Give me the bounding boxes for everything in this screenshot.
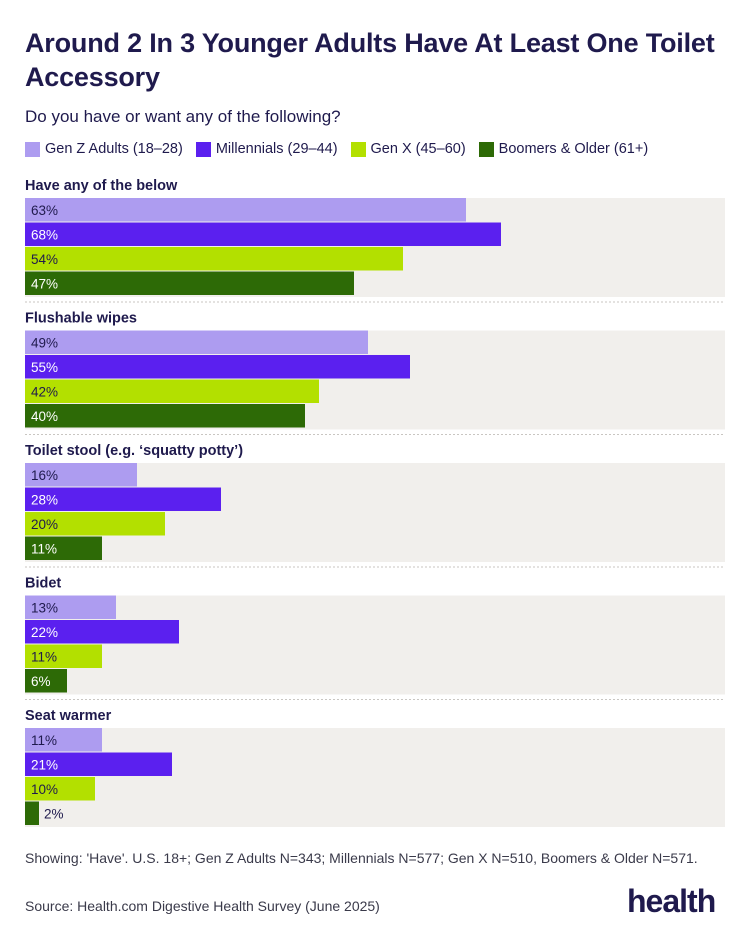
legend-label-gen-z: Gen Z Adults (18–28) xyxy=(45,141,183,157)
bar xyxy=(25,355,410,379)
bar-value-label: 42% xyxy=(31,384,58,399)
bar xyxy=(25,487,221,511)
bar-value-label: 11% xyxy=(31,649,57,664)
bar-value-label: 47% xyxy=(31,276,58,291)
bar xyxy=(25,777,95,801)
bar xyxy=(25,512,165,536)
bar-value-label: 28% xyxy=(31,492,58,507)
bar xyxy=(25,404,305,428)
legend-swatch-gen-x xyxy=(350,141,366,157)
footnote: Showing: 'Have'. U.S. 18+; Gen Z Adults … xyxy=(25,850,698,866)
source-note: Source: Health.com Digestive Health Surv… xyxy=(25,898,380,914)
bar xyxy=(25,247,403,271)
bar xyxy=(25,752,172,776)
bar-value-label: 68% xyxy=(31,227,58,242)
legend-swatch-millennials xyxy=(195,141,211,157)
category-track xyxy=(25,595,725,695)
legend-item-millennials: Millennials (29–44) xyxy=(195,141,338,157)
bar-value-label: 49% xyxy=(31,335,58,350)
bar-value-label: 11% xyxy=(31,541,57,556)
category-track xyxy=(25,728,725,827)
bar-value-label: 21% xyxy=(31,757,58,772)
legend: Gen Z Adults (18–28) Millennials (29–44)… xyxy=(25,141,661,157)
bar xyxy=(25,595,116,619)
bar-value-label: 13% xyxy=(31,600,58,615)
bar-value-label: 20% xyxy=(31,517,58,532)
legend-item-gen-x: Gen X (45–60) xyxy=(350,141,466,157)
chart-subtitle: Do you have or want any of the following… xyxy=(25,107,341,126)
bar xyxy=(25,669,67,693)
bar-value-label: 11% xyxy=(31,733,57,748)
bar xyxy=(25,536,102,560)
legend-swatch-gen-z xyxy=(25,141,40,157)
bar-value-label: 54% xyxy=(31,252,58,267)
category-label: Flushable wipes xyxy=(25,311,137,327)
bar xyxy=(25,379,319,403)
bar xyxy=(25,198,466,222)
bar-value-label: 10% xyxy=(31,782,58,797)
bar xyxy=(25,222,501,246)
bar xyxy=(25,271,354,295)
bar-value-label: 6% xyxy=(31,674,51,689)
legend-label-gen-x: Gen X (45–60) xyxy=(370,141,466,157)
bar-chart: Have any of the below 63% 68% 54% 47% Flushab… xyxy=(25,178,725,827)
bar xyxy=(25,644,102,668)
bar xyxy=(25,620,179,644)
bar xyxy=(25,801,39,825)
category-label: Bidet xyxy=(25,576,61,592)
legend-label-boomers: Boomers & Older (61+) xyxy=(498,141,649,157)
bar-value-label: 16% xyxy=(31,468,58,483)
chart-title: Around 2 In 3 Younger Adults Have At Lea… xyxy=(25,28,715,92)
bar xyxy=(25,728,102,752)
bar-value-label: 22% xyxy=(31,625,58,640)
health-logo: health xyxy=(627,883,716,919)
category-label: Seat warmer xyxy=(25,708,112,724)
bar-value-label: 55% xyxy=(31,360,58,375)
legend-item-gen-z: Gen Z Adults (18–28) xyxy=(25,141,183,157)
bar xyxy=(25,330,368,354)
category-label: Have any of the below xyxy=(25,178,178,194)
bar xyxy=(25,463,137,487)
legend-item-boomers: Boomers & Older (61+) xyxy=(478,141,649,157)
category-label: Toilet stool (e.g. ‘squatty potty’) xyxy=(25,443,243,459)
bar-value-label: 2% xyxy=(44,806,64,821)
legend-label-millennials: Millennials (29–44) xyxy=(215,141,338,157)
bar-value-label: 63% xyxy=(31,203,58,218)
bar-value-label: 40% xyxy=(31,409,58,424)
legend-swatch-boomers xyxy=(478,141,494,157)
